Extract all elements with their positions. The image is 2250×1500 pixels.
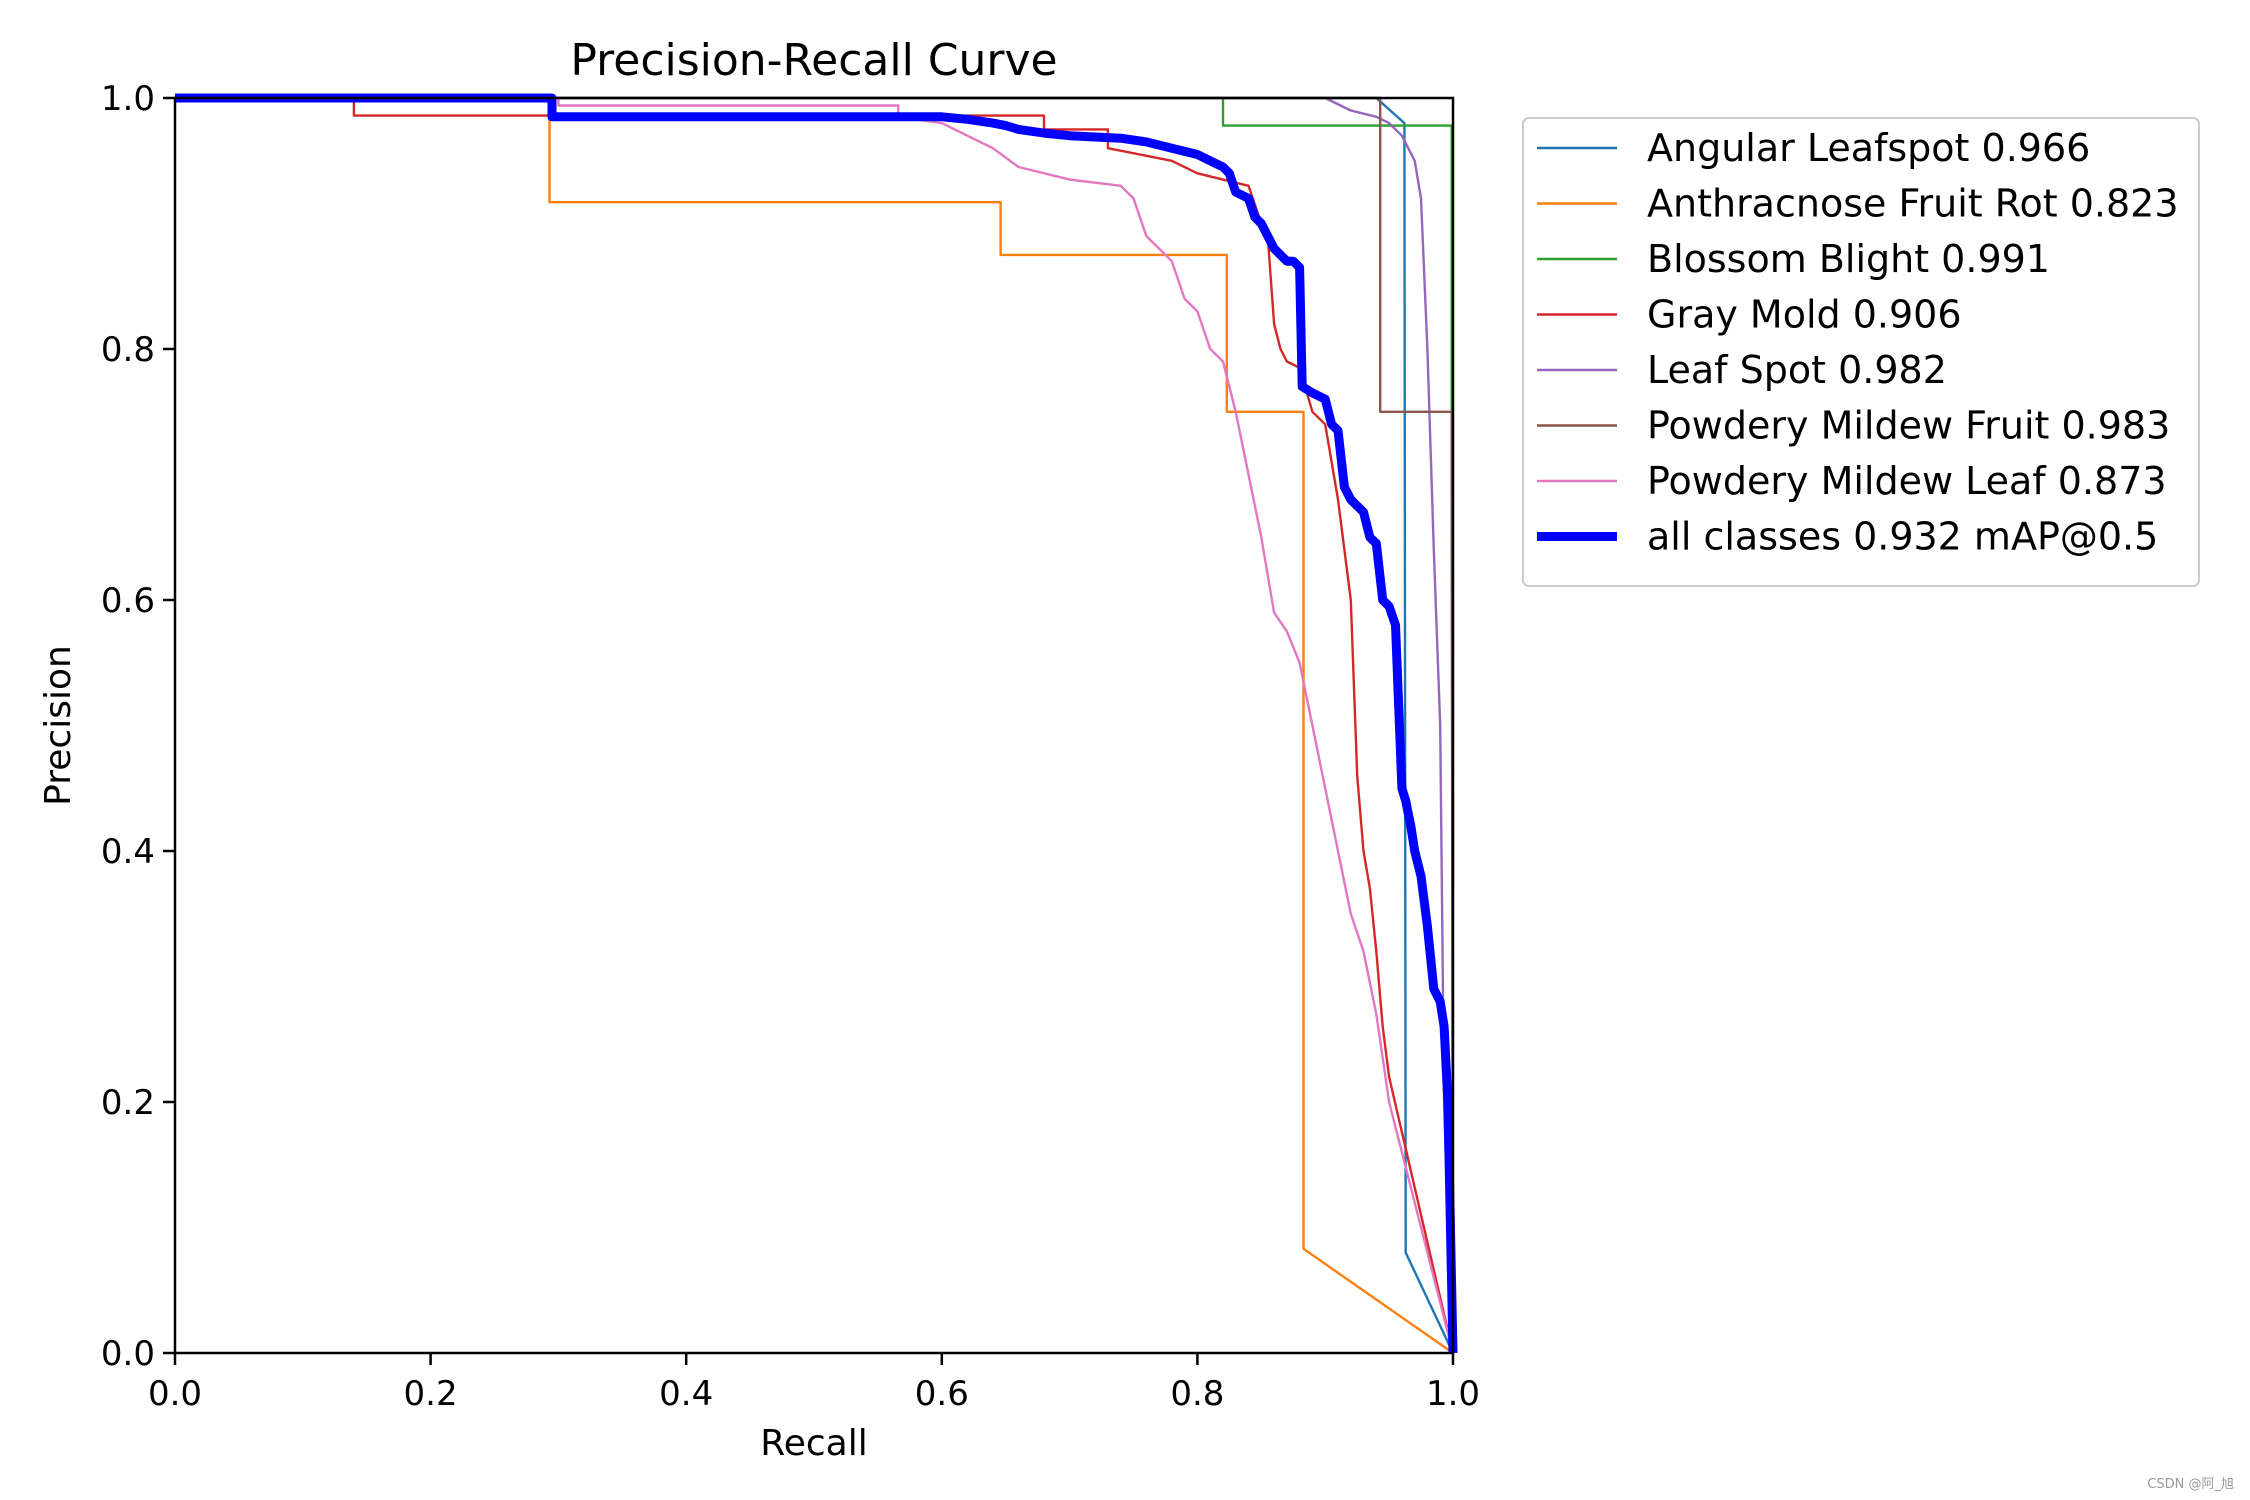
- legend-label-6: Powdery Mildew Fruit 0.983: [1647, 404, 2170, 448]
- legend-label-4: Gray Mold 0.906: [1647, 293, 1962, 337]
- chart-title: Precision-Recall Curve: [570, 35, 1057, 86]
- legend: Angular Leafspot 0.966 Anthracnose Fruit …: [1522, 117, 2200, 587]
- watermark: CSDN @阿_旭: [2147, 1477, 2234, 1492]
- legend-label-1: Angular Leafspot 0.966: [1647, 126, 2090, 170]
- series-line-6: [175, 96, 1455, 1354]
- y-tick-label: 0.4: [101, 832, 155, 872]
- legend-items: Angular Leafspot 0.966 Anthracnose Fruit …: [1537, 126, 2179, 559]
- series-line-7: [175, 96, 1455, 1354]
- x-tick-label: 1.0: [1426, 1374, 1480, 1414]
- y-axis-label: Precision: [38, 645, 79, 806]
- series-line-5: [175, 96, 1455, 1354]
- series-line-2: [175, 96, 1454, 1354]
- series-line-4: [175, 96, 1455, 1354]
- series-line-8: [175, 93, 1458, 1354]
- x-tick-label: 0.0: [148, 1374, 202, 1414]
- x-tick-label: 0.4: [659, 1374, 713, 1414]
- plot-series-group: [175, 93, 1458, 1354]
- y-axis-ticks: 0.0 0.2 0.4 0.6 0.8 1.0: [101, 79, 175, 1374]
- plot-frame: [173, 96, 1455, 1355]
- legend-label-5: Leaf Spot 0.982: [1647, 348, 1947, 392]
- x-axis-ticks: 0.0 0.2 0.4 0.6 0.8 1.0: [148, 1353, 1480, 1414]
- y-tick-label: 0.2: [101, 1083, 155, 1123]
- series-line-3: [175, 96, 1455, 1354]
- x-tick-label: 0.2: [404, 1374, 458, 1414]
- y-tick-label: 1.0: [101, 79, 155, 119]
- legend-label-3: Blossom Blight 0.991: [1647, 237, 2050, 281]
- legend-box: [1522, 117, 2200, 587]
- y-tick-label: 0.6: [101, 581, 155, 621]
- legend-label-8: all classes 0.932 mAP@0.5: [1647, 515, 2158, 559]
- series-line-1: [175, 96, 1455, 1354]
- x-axis-label: Recall: [760, 1423, 867, 1464]
- x-tick-label: 0.6: [915, 1374, 969, 1414]
- legend-label-2: Anthracnose Fruit Rot 0.823: [1647, 182, 2179, 226]
- y-tick-label: 0.8: [101, 330, 155, 370]
- legend-label-7: Powdery Mildew Leaf 0.873: [1647, 459, 2167, 503]
- x-tick-label: 0.8: [1170, 1374, 1224, 1414]
- y-tick-label: 0.0: [101, 1334, 155, 1374]
